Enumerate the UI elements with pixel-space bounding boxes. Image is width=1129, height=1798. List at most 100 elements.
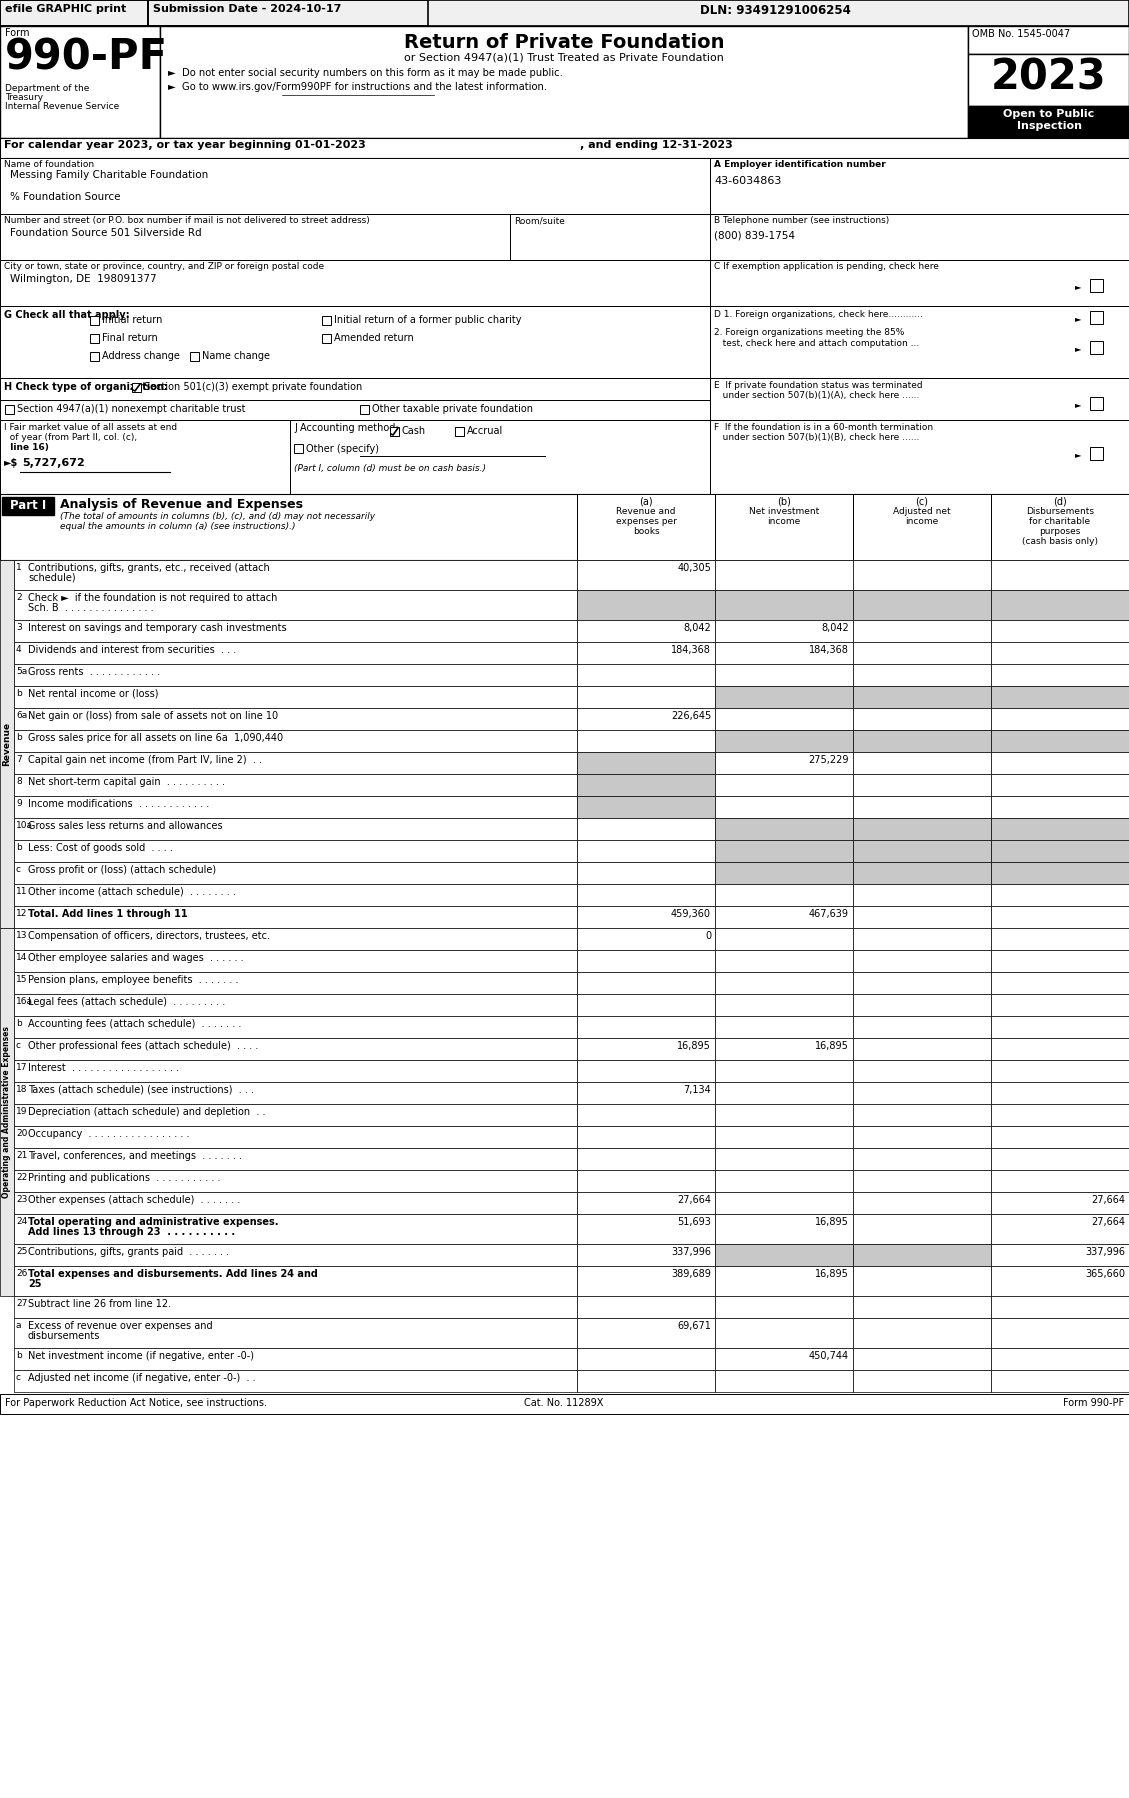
Text: Gross profit or (loss) (attach schedule): Gross profit or (loss) (attach schedule) xyxy=(28,865,216,876)
Bar xyxy=(854,818,991,840)
Bar xyxy=(854,885,991,906)
Bar xyxy=(14,1126,577,1147)
Text: b: b xyxy=(16,689,21,698)
Text: B Telephone number (see instructions): B Telephone number (see instructions) xyxy=(714,216,890,225)
Text: books: books xyxy=(632,527,659,536)
Bar xyxy=(854,1296,991,1318)
Bar xyxy=(1089,342,1103,354)
Text: 17: 17 xyxy=(16,1063,27,1072)
Text: Net investment: Net investment xyxy=(749,507,820,516)
Text: Depreciation (attach schedule) and depletion  . .: Depreciation (attach schedule) and deple… xyxy=(28,1108,265,1117)
Bar xyxy=(14,773,577,797)
Text: 184,368: 184,368 xyxy=(671,645,711,654)
Bar xyxy=(14,928,577,949)
Bar xyxy=(715,1318,854,1348)
Bar xyxy=(715,797,854,818)
Bar xyxy=(991,973,1129,994)
Text: of year (from Part II, col. (c),: of year (from Part II, col. (c), xyxy=(5,433,137,442)
Bar xyxy=(991,1370,1129,1392)
Bar xyxy=(14,1170,577,1192)
Text: % Foundation Source: % Foundation Source xyxy=(10,192,121,201)
Bar xyxy=(715,840,854,861)
Bar xyxy=(1089,279,1103,291)
Text: Gross rents  . . . . . . . . . . . .: Gross rents . . . . . . . . . . . . xyxy=(28,667,160,678)
Text: Department of the: Department of the xyxy=(5,85,89,93)
Text: Submission Date - 2024-10-17: Submission Date - 2024-10-17 xyxy=(154,4,341,14)
Text: disbursements: disbursements xyxy=(28,1331,100,1341)
Bar xyxy=(14,973,577,994)
Bar xyxy=(322,334,331,343)
Bar xyxy=(991,663,1129,687)
Bar xyxy=(991,1192,1129,1214)
Text: Analysis of Revenue and Expenses: Analysis of Revenue and Expenses xyxy=(60,498,303,511)
Bar xyxy=(854,1016,991,1037)
Bar xyxy=(991,730,1129,752)
Bar xyxy=(577,1170,715,1192)
Text: Gross sales price for all assets on line 6a  1,090,440: Gross sales price for all assets on line… xyxy=(28,734,283,743)
Bar xyxy=(991,928,1129,949)
Bar xyxy=(577,730,715,752)
Text: Pension plans, employee benefits  . . . . . . .: Pension plans, employee benefits . . . .… xyxy=(28,975,238,985)
Bar xyxy=(715,620,854,642)
Text: Wilmington, DE  198091377: Wilmington, DE 198091377 xyxy=(10,273,157,284)
Bar xyxy=(854,559,991,590)
Bar xyxy=(991,1061,1129,1082)
Bar xyxy=(190,352,199,361)
Bar xyxy=(991,1296,1129,1318)
Text: schedule): schedule) xyxy=(28,574,76,583)
Bar xyxy=(991,885,1129,906)
Bar xyxy=(854,1147,991,1170)
Bar xyxy=(390,426,399,435)
Bar xyxy=(854,730,991,752)
Bar xyxy=(715,1266,854,1296)
Text: (c): (c) xyxy=(916,496,928,507)
Bar xyxy=(5,405,14,414)
Bar xyxy=(991,1170,1129,1192)
Text: I Fair market value of all assets at end: I Fair market value of all assets at end xyxy=(5,423,177,432)
Bar xyxy=(854,797,991,818)
Text: efile GRAPHIC print: efile GRAPHIC print xyxy=(5,4,126,14)
Bar xyxy=(968,25,1129,54)
Text: Initial return: Initial return xyxy=(102,315,163,325)
Bar xyxy=(14,1147,577,1170)
Bar xyxy=(854,1318,991,1348)
Text: Total operating and administrative expenses.: Total operating and administrative expen… xyxy=(28,1217,279,1226)
Bar xyxy=(1089,311,1103,324)
Bar xyxy=(715,1296,854,1318)
Text: 22: 22 xyxy=(16,1172,27,1181)
Bar xyxy=(991,1244,1129,1266)
Text: 7,134: 7,134 xyxy=(683,1084,711,1095)
Bar xyxy=(14,730,577,752)
Bar xyxy=(715,1016,854,1037)
Text: expenses per: expenses per xyxy=(615,518,676,527)
Text: 459,360: 459,360 xyxy=(671,910,711,919)
Text: 4: 4 xyxy=(16,645,21,654)
Bar xyxy=(854,663,991,687)
Text: Capital gain net income (from Part IV, line 2)  . .: Capital gain net income (from Part IV, l… xyxy=(28,755,262,764)
Bar xyxy=(1089,397,1103,410)
Text: 16,895: 16,895 xyxy=(815,1217,849,1226)
Bar xyxy=(577,1244,715,1266)
Bar xyxy=(14,1244,577,1266)
Bar xyxy=(715,885,854,906)
Text: Contributions, gifts, grants paid  . . . . . . .: Contributions, gifts, grants paid . . . … xyxy=(28,1248,229,1257)
Bar xyxy=(715,949,854,973)
Text: b: b xyxy=(16,1019,21,1028)
Bar xyxy=(0,559,14,928)
Bar xyxy=(0,0,148,25)
Text: income: income xyxy=(768,518,800,527)
Bar xyxy=(715,1370,854,1392)
Text: DLN: 93491291006254: DLN: 93491291006254 xyxy=(700,4,851,16)
Bar xyxy=(715,1147,854,1170)
Text: Interest  . . . . . . . . . . . . . . . . . .: Interest . . . . . . . . . . . . . . . .… xyxy=(28,1063,180,1073)
Bar xyxy=(991,590,1129,620)
Text: Cat. No. 11289X: Cat. No. 11289X xyxy=(524,1399,604,1408)
Bar xyxy=(14,1348,577,1370)
Text: 11: 11 xyxy=(16,886,27,895)
Text: G Check all that apply:: G Check all that apply: xyxy=(5,309,130,320)
Text: 27,664: 27,664 xyxy=(1091,1196,1124,1205)
Text: 226,645: 226,645 xyxy=(671,710,711,721)
Bar xyxy=(90,316,99,325)
Text: E  If private foundation status was terminated: E If private foundation status was termi… xyxy=(714,381,922,390)
Text: F  If the foundation is in a 60-month termination: F If the foundation is in a 60-month ter… xyxy=(714,423,934,432)
